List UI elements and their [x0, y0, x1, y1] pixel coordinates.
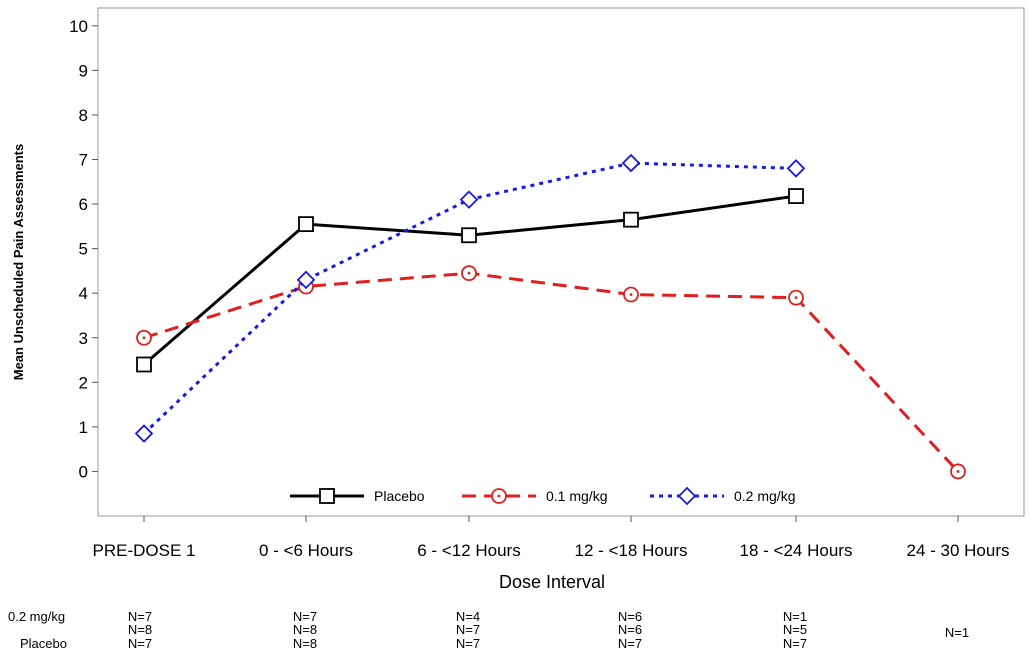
n-table-cell: N=6 — [618, 609, 642, 624]
n-table: 0.2 mg/kgPlaceboN=7N=8N=7N=7N=8N=8N=4N=7… — [8, 609, 969, 651]
mg02-marker — [621, 153, 641, 173]
mg01-marker — [136, 329, 152, 346]
n-table-cell: N=1 — [783, 609, 807, 624]
mg01-marker — [461, 265, 477, 282]
y-tick-label: 8 — [79, 106, 88, 125]
y-tick-label: 10 — [69, 17, 88, 36]
placebo-marker — [623, 211, 639, 228]
n-table-cell: N=7 — [618, 636, 642, 651]
n-table-cell: N=8 — [128, 622, 152, 637]
placebo-marker — [788, 188, 804, 204]
mg02-marker — [677, 486, 697, 506]
n-table-cell: N=7 — [456, 636, 480, 651]
y-tick-label: 3 — [79, 329, 88, 348]
mg02-marker — [786, 159, 806, 178]
x-tick-label: 24 - 30 Hours — [907, 541, 1010, 560]
mg02-marker — [134, 424, 154, 443]
y-axis: 0 1 2 3 4 5 6 7 8 9 10 — [69, 17, 98, 481]
x-tick-label: 6 - <12 Hours — [417, 541, 520, 560]
n-table-cell: N=7 — [783, 636, 807, 651]
x-tick-label: PRE-DOSE 1 — [93, 541, 196, 560]
mg01-marker-dot — [629, 293, 633, 296]
placebo-marker — [298, 216, 314, 233]
legend-label-mg01: 0.1 mg/kg — [546, 488, 607, 504]
mg02-marker — [296, 270, 316, 290]
y-tick-label: 1 — [79, 418, 88, 437]
mg01-marker-dot — [142, 336, 146, 340]
mg01-marker — [491, 488, 507, 504]
mg01-marker-dot — [467, 271, 471, 275]
n-table-cell: N=6 — [618, 622, 642, 637]
legend: Placebo 0.1 mg/kg 0.2 mg/kg — [290, 486, 795, 506]
x-tick-label: 18 - <24 Hours — [740, 541, 853, 560]
n-table-row-label: Placebo — [20, 636, 67, 651]
mg01-line — [143, 271, 960, 473]
legend-label-mg02: 0.2 mg/kg — [734, 488, 795, 504]
y-tick-label: 4 — [79, 284, 88, 303]
x-axis: PRE-DOSE 1 0 - <6 Hours 6 - <12 Hours 12 - … — [93, 516, 1010, 560]
n-table-cell: N=7 — [128, 609, 152, 624]
placebo-marker — [319, 488, 335, 504]
mg01-marker-dot — [497, 494, 501, 498]
n-table-cell: N=8 — [293, 622, 317, 637]
x-axis-title: Dose Interval — [499, 572, 605, 592]
mg01-marker-dot — [956, 470, 960, 473]
x-tick-label: 12 - <18 Hours — [575, 541, 688, 560]
n-table-cell: N=7 — [293, 609, 317, 624]
n-table-cell: N=8 — [293, 636, 317, 651]
n-table-cell: N=4 — [456, 609, 480, 624]
series-layer — [134, 153, 966, 480]
mg02-marker — [459, 190, 479, 209]
y-tick-label: 6 — [79, 195, 88, 214]
placebo-marker — [136, 356, 152, 373]
mg01-marker — [623, 286, 639, 303]
n-table-cell: N=1 — [945, 625, 969, 640]
legend-label-placebo: Placebo — [374, 488, 425, 504]
mg01-marker-dot — [794, 296, 798, 300]
y-tick-label: 0 — [79, 462, 88, 481]
y-tick-label: 9 — [79, 61, 88, 80]
mg01-marker — [950, 463, 966, 480]
y-tick-label: 2 — [79, 373, 88, 392]
mg01-marker — [788, 289, 804, 306]
n-table-cell: N=5 — [783, 622, 807, 637]
n-table-cell: N=7 — [128, 636, 152, 651]
n-table-row-label: 0.2 mg/kg — [8, 609, 65, 624]
x-tick-label: 0 - <6 Hours — [259, 541, 353, 560]
placebo-marker — [461, 227, 477, 244]
y-tick-label: 5 — [79, 240, 88, 259]
n-table-cell: N=7 — [456, 622, 480, 637]
plot-frame — [97, 7, 1025, 517]
y-tick-label: 7 — [79, 151, 88, 170]
y-axis-title: Mean Unscheduled Pain Assessments — [11, 144, 26, 381]
